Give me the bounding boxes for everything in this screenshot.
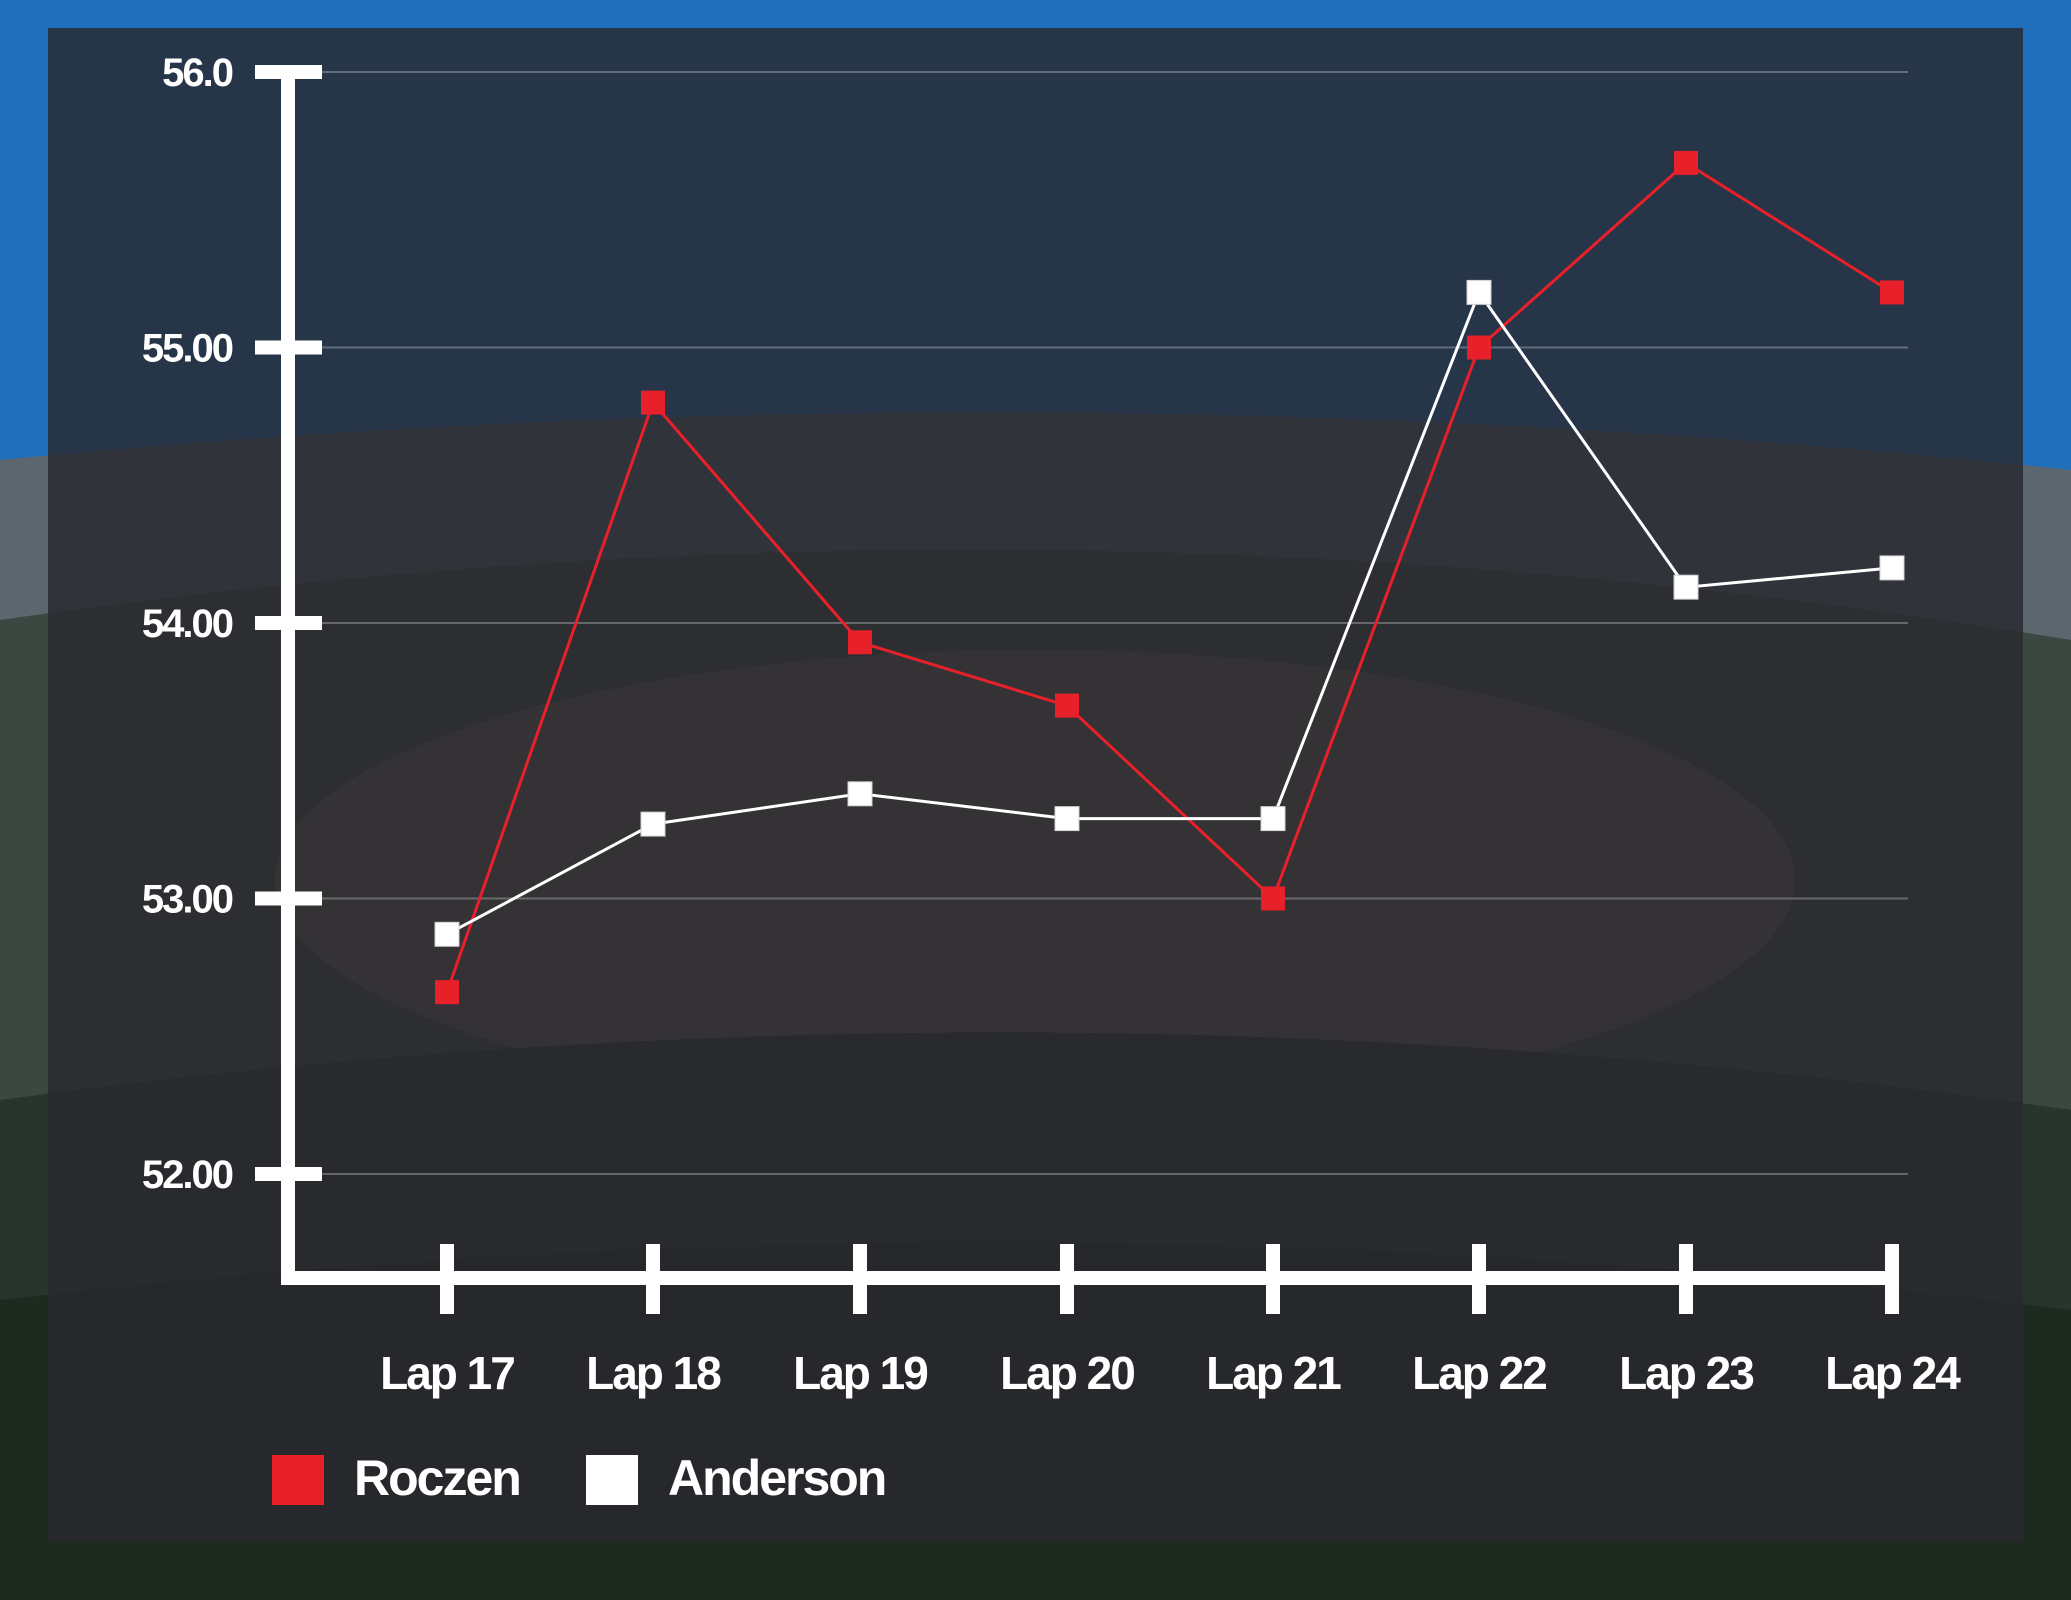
point-roczen-1 bbox=[641, 390, 665, 415]
x-tick-label-7: Lap 24 bbox=[1825, 1347, 1961, 1399]
grid-lines bbox=[288, 71, 1908, 1175]
point-roczen-5 bbox=[1467, 335, 1491, 360]
y-tick-label-2: 54.00 bbox=[142, 602, 233, 646]
x-axis-ticks: Lap 17 Lap 18 Lap 19 Lap 20 Lap 21 Lap 22 Lap … bbox=[380, 1244, 1963, 1399]
legend-swatch-roczen bbox=[272, 1455, 324, 1505]
x-tick-label-1: Lap 18 bbox=[586, 1347, 721, 1399]
point-anderson-7 bbox=[1879, 555, 1905, 581]
legend: Roczen Anderson bbox=[272, 1450, 887, 1506]
point-roczen-6 bbox=[1674, 150, 1698, 175]
axes bbox=[281, 65, 1897, 1285]
point-roczen-4 bbox=[1261, 886, 1285, 911]
y-tick-label-4: 56.0 bbox=[162, 51, 233, 95]
legend-label-roczen: Roczen bbox=[354, 1450, 520, 1506]
point-roczen-3 bbox=[1055, 693, 1079, 718]
x-tick-label-0: Lap 17 bbox=[380, 1347, 514, 1399]
point-roczen-0 bbox=[435, 980, 459, 1005]
x-tick-label-2: Lap 19 bbox=[793, 1347, 927, 1399]
point-anderson-2 bbox=[847, 781, 873, 807]
chart-panel bbox=[48, 28, 2023, 1542]
point-roczen-7 bbox=[1880, 280, 1904, 305]
x-tick-label-4: Lap 21 bbox=[1206, 1347, 1341, 1399]
series-line-anderson bbox=[446, 289, 1893, 936]
series-group bbox=[434, 150, 1905, 1005]
legend-swatch-anderson bbox=[586, 1455, 638, 1505]
point-roczen-2 bbox=[848, 630, 872, 655]
y-tick-label-1: 53.00 bbox=[142, 878, 233, 922]
y-tick-label-3: 55.00 bbox=[142, 327, 233, 371]
point-anderson-6 bbox=[1673, 574, 1699, 600]
legend-label-anderson: Anderson bbox=[668, 1450, 885, 1506]
y-tick-label-0: 52.00 bbox=[142, 1153, 233, 1197]
point-anderson-1 bbox=[640, 811, 666, 837]
x-tick-label-6: Lap 23 bbox=[1619, 1347, 1753, 1399]
x-tick-label-5: Lap 22 bbox=[1412, 1347, 1546, 1399]
point-anderson-3 bbox=[1054, 806, 1080, 832]
point-anderson-4 bbox=[1260, 806, 1286, 832]
point-anderson-0 bbox=[434, 921, 460, 947]
point-anderson-5 bbox=[1466, 279, 1492, 305]
series-line-roczen bbox=[445, 161, 1893, 993]
x-tick-label-3: Lap 20 bbox=[1000, 1347, 1134, 1399]
y-axis-ticks: 52.00 53.00 54.00 55.00 56.0 bbox=[142, 51, 322, 1197]
